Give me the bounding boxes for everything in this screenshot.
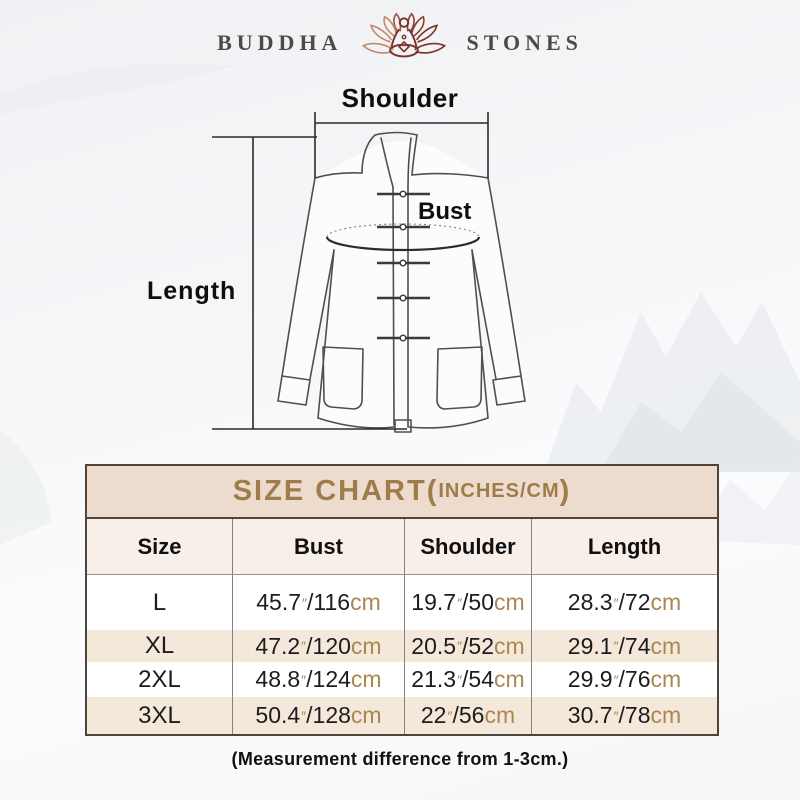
shoulder-cell: 19.7 ″/50 cm <box>404 575 531 630</box>
inch-mark: ″ <box>457 671 462 688</box>
column-header: Length <box>531 519 717 574</box>
size-cell: L <box>152 588 167 616</box>
bust-label: Bust <box>418 198 472 225</box>
measurement-footnote: (Measurement difference from 1-3cm.) <box>231 749 569 769</box>
lotus-logo-icon <box>362 12 447 58</box>
brand-header: BUDDHA STONES <box>0 8 800 70</box>
table-title-close: ) <box>559 475 572 507</box>
cm-unit: cm <box>650 702 682 728</box>
bust-cell: 47.2 ″/120 cm <box>232 630 404 662</box>
inch-mark: ″ <box>613 707 619 724</box>
cm-unit: cm <box>350 666 382 692</box>
length-cell: 30.7 ″/78 cm <box>531 697 717 734</box>
cm-unit: cm <box>494 666 525 692</box>
cm-unit: cm <box>650 589 682 615</box>
size-cell: 3XL <box>138 701 181 729</box>
bust-cell: 45.7 ″/116 cm <box>232 575 404 630</box>
table-title-sub: INCHES/CM <box>438 480 560 502</box>
column-header: Bust <box>232 519 404 574</box>
length-label: Length <box>147 277 237 305</box>
inch-mark: ″ <box>301 707 306 724</box>
table-header-row: Size Bust Shoulder Length <box>87 519 717 575</box>
cm-unit: cm <box>650 632 682 659</box>
cm-unit: cm <box>650 666 682 692</box>
size-cell: XL <box>144 632 175 659</box>
length-cell: 29.1 ″/74 cm <box>531 630 717 662</box>
inch-mark: ″ <box>301 638 306 654</box>
cm-unit: cm <box>484 702 516 728</box>
bust-cell: 50.4 ″/128 cm <box>232 697 404 734</box>
brand-word-right: STONES <box>466 30 583 55</box>
inch-mark: ″ <box>613 671 619 688</box>
table-title-main: SIZE CHART( <box>232 475 439 507</box>
column-header: Size <box>137 533 182 559</box>
inch-mark: ″ <box>457 638 462 654</box>
length-cell: 28.3 ″/72 cm <box>531 575 717 630</box>
inch-mark: ″ <box>457 594 462 611</box>
table-row: 2XL 48.8 ″/124 cm 21.3 ″/54 cm 29.9 ″/76 cm <box>87 662 717 697</box>
size-chart-table: SIZE CHART(INCHES/CM) Size Bust Shoulder Le… <box>85 464 719 736</box>
cm-unit: cm <box>350 632 382 659</box>
cm-unit: cm <box>494 589 525 615</box>
brand-word-left: BUDDHA <box>217 30 343 55</box>
table-row: XL 47.2 ″/120 cm 20.5 ″/52 cm 29.1 ″/74 cm <box>87 630 717 662</box>
garment-diagram <box>212 112 528 433</box>
shoulder-cell: 21.3 ″/54 cm <box>404 662 531 697</box>
column-header: Shoulder <box>404 519 531 574</box>
cm-unit: cm <box>350 589 381 615</box>
inch-mark: ″ <box>613 594 619 611</box>
inch-mark: ″ <box>613 638 619 654</box>
table-row: 3XL 50.4 ″/128 cm 22 ″/56 cm 30.7 ″/78 cm <box>87 697 717 734</box>
shoulder-cell: 20.5 ″/52 cm <box>404 630 531 662</box>
shoulder-cell: 22 ″/56 cm <box>404 697 531 734</box>
frog-buttons <box>377 190 430 342</box>
table-body: L 45.7 ″/116 cm 19.7 ″/50 cm 28.3 ″/72 cm XL 47.2 ″ /… <box>87 575 717 734</box>
cm-unit: cm <box>350 702 382 728</box>
bust-cell: 48.8 ″/124 cm <box>232 662 404 697</box>
length-cell: 29.9 ″/76 cm <box>531 662 717 697</box>
cm-unit: cm <box>494 632 525 659</box>
table-row: L 45.7 ″/116 cm 19.7 ″/50 cm 28.3 ″/72 cm <box>87 575 717 630</box>
inch-mark: ″ <box>447 707 452 724</box>
measurement-lines <box>212 112 489 430</box>
size-cell: 2XL <box>138 665 181 693</box>
inch-mark: ″ <box>301 671 306 688</box>
table-title-band: SIZE CHART(INCHES/CM) <box>87 466 717 519</box>
shoulder-label: Shoulder <box>341 83 459 113</box>
inch-mark: ″ <box>302 594 307 611</box>
